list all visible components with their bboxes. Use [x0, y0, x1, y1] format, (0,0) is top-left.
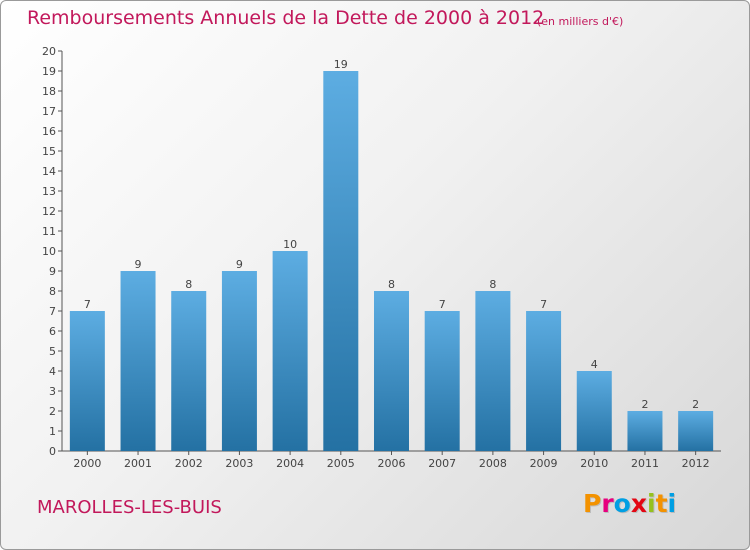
x-tick-label-2009: 2009: [530, 457, 558, 470]
y-tick-label: 4: [49, 365, 56, 378]
logo-letter: P: [583, 489, 602, 518]
data-label-2008: 8: [489, 278, 496, 291]
data-label-2005: 19: [334, 58, 348, 71]
y-tick-label: 1: [49, 425, 56, 438]
logo-letter: x: [630, 489, 647, 518]
bar-2008: [475, 291, 511, 451]
x-tick-label-2008: 2008: [479, 457, 507, 470]
bar-2006: [374, 291, 409, 451]
bar-2002: [171, 291, 207, 451]
commune-name: MAROLLES-LES-BUIS: [37, 497, 222, 518]
y-tick-label: 3: [49, 385, 56, 398]
data-label-2001: 9: [135, 258, 142, 271]
data-label-2010: 4: [591, 358, 598, 371]
y-tick-label: 11: [42, 225, 56, 238]
x-tick-label-2001: 2001: [124, 457, 152, 470]
y-tick-label: 19: [42, 65, 56, 78]
y-tick-label: 5: [49, 345, 56, 358]
x-tick-label-2012: 2012: [682, 457, 710, 470]
x-tick-label-2004: 2004: [276, 457, 304, 470]
y-tick-label: 13: [42, 185, 56, 198]
bar-2009: [526, 311, 562, 451]
y-tick-label: 16: [42, 125, 56, 138]
data-label-2012: 2: [692, 398, 699, 411]
data-label-2009: 7: [540, 298, 547, 311]
x-tick-label-2000: 2000: [73, 457, 101, 470]
x-tick-label-2005: 2005: [327, 457, 355, 470]
bar-2011: [627, 411, 663, 451]
data-label-2006: 8: [388, 278, 395, 291]
bar-2001: [120, 271, 156, 451]
bar-2012: [678, 411, 714, 451]
bar-2003: [221, 271, 257, 451]
chart-subtitle: (en milliers d'€): [537, 15, 624, 28]
x-tick-label-2002: 2002: [175, 457, 203, 470]
y-tick-label: 20: [42, 45, 56, 58]
x-tick-label-2006: 2006: [378, 457, 406, 470]
bars: [69, 71, 714, 451]
y-tick-label: 14: [42, 165, 56, 178]
data-label-2007: 7: [439, 298, 446, 311]
y-tick-label: 17: [42, 105, 56, 118]
x-tick-label-2003: 2003: [225, 457, 253, 470]
proxiti-logo: Proxiti: [583, 489, 676, 518]
logo-letter: t: [655, 489, 668, 518]
data-label-2002: 8: [185, 278, 192, 291]
bar-2000: [69, 311, 105, 451]
x-tick-label-2010: 2010: [580, 457, 608, 470]
y-tick-label: 18: [42, 85, 56, 98]
y-tick-label: 8: [49, 285, 56, 298]
y-tick-label: 2: [49, 405, 56, 418]
y-tick-label: 6: [49, 325, 56, 338]
y-tick-label: 7: [49, 305, 56, 318]
logo-letter: i: [647, 489, 656, 518]
bar-2005: [323, 71, 359, 451]
x-tick-label-2007: 2007: [428, 457, 456, 470]
y-tick-label: 9: [49, 265, 56, 278]
logo-letter: o: [613, 489, 631, 518]
chart-title: Remboursements Annuels de la Dette de 20…: [27, 7, 545, 29]
bar-2007: [424, 311, 460, 451]
y-tick-label: 15: [42, 145, 56, 158]
data-label-2004: 10: [283, 238, 297, 251]
data-label-2000: 7: [84, 298, 91, 311]
bar-2010: [576, 371, 612, 451]
data-label-2011: 2: [641, 398, 648, 411]
y-tick-label: 12: [42, 205, 56, 218]
bar-2004: [272, 251, 308, 451]
logo-letter: i: [667, 489, 677, 518]
x-tick-label-2011: 2011: [631, 457, 659, 470]
data-label-2003: 9: [236, 258, 243, 271]
logo-letter: r: [601, 489, 614, 518]
y-tick-label: 0: [49, 445, 56, 458]
y-tick-label: 10: [42, 245, 56, 258]
data-labels: 7 9 8 9 10 19 8 7 8 7 4 2 2: [84, 58, 699, 411]
